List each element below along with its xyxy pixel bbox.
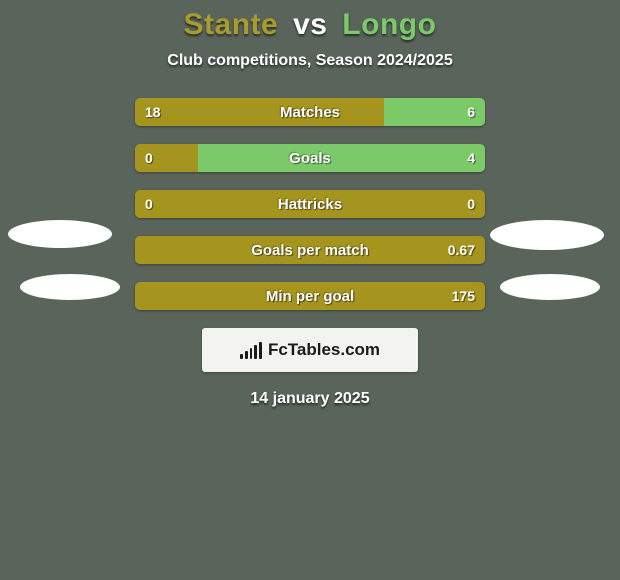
comparison-bars: Matches186 Goals04 Hattricks00 Goals per ma… — [135, 98, 485, 310]
stat-bar-left — [135, 190, 485, 218]
stat-row: Min per goal175 — [135, 282, 485, 310]
player-photo-left-2 — [20, 274, 120, 300]
stat-row: Goals04 — [135, 144, 485, 172]
title-right-name: Longo — [342, 8, 436, 41]
stat-row: Goals per match0.67 — [135, 236, 485, 264]
stat-bar-left — [135, 282, 485, 310]
logo-text: FcTables.com — [268, 340, 380, 360]
stat-bar-right — [384, 98, 486, 126]
stat-bar-left — [135, 144, 198, 172]
title-left-name: Stante — [184, 8, 279, 41]
stat-bar-right — [198, 144, 485, 172]
player-photo-right-1 — [490, 220, 604, 250]
player-photo-left-1 — [8, 220, 112, 248]
page-title: Stante vs Longo — [0, 8, 620, 42]
chart-stage: Matches186 Goals04 Hattricks00 Goals per ma… — [0, 98, 620, 408]
chart-bars-icon — [240, 341, 262, 359]
stat-row: Hattricks00 — [135, 190, 485, 218]
date-label: 14 january 2025 — [0, 390, 620, 408]
stat-row: Matches186 — [135, 98, 485, 126]
stat-bar-left — [135, 98, 384, 126]
stat-bar-left — [135, 236, 485, 264]
content-wrapper: Stante vs Longo Club competitions, Seaso… — [0, 0, 620, 408]
player-photo-right-2 — [500, 274, 600, 300]
logo-box: FcTables.com — [202, 328, 418, 372]
title-vs: vs — [293, 8, 327, 41]
subtitle: Club competitions, Season 2024/2025 — [0, 52, 620, 70]
